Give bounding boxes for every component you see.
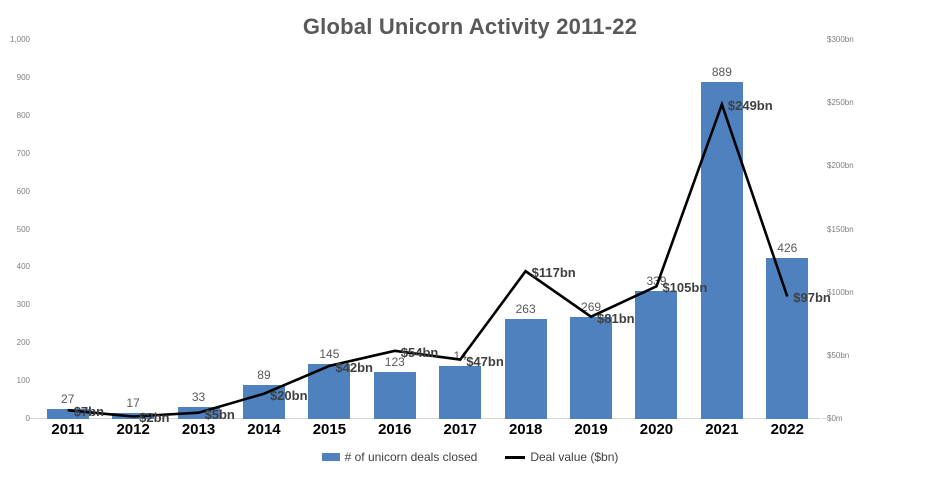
line-data-label: $5bn bbox=[204, 406, 235, 422]
left-axis-tick: 800 bbox=[16, 110, 30, 120]
bar-group: 123 bbox=[362, 40, 427, 419]
bar[interactable] bbox=[570, 317, 613, 419]
left-axis-tick: 400 bbox=[16, 262, 30, 272]
bar-data-label: 27 bbox=[61, 391, 75, 406]
bar-data-label: 17 bbox=[126, 395, 140, 410]
left-axis-tick: 1,000 bbox=[9, 35, 30, 44]
bar-group: 426 bbox=[755, 40, 820, 419]
category-axis: 2011 2012 2013 2014 2015 2016 2017 2018 2019 2020… bbox=[35, 421, 820, 445]
bar-group: 889 bbox=[689, 40, 754, 419]
bar-group: 89 bbox=[231, 40, 296, 419]
bar[interactable] bbox=[635, 290, 678, 419]
line-data-label: $81bn bbox=[597, 310, 635, 326]
bar-group: 269 bbox=[558, 40, 623, 419]
line-series bbox=[67, 100, 789, 418]
bar[interactable] bbox=[504, 319, 547, 419]
bar-group: 27 bbox=[35, 40, 100, 419]
plot-area: 0 100 200 300 400 500 600 700 800 900 1,000 $0m $50… bbox=[10, 36, 854, 425]
left-axis-tick: 900 bbox=[16, 72, 30, 82]
bar-data-label: 339 bbox=[646, 273, 667, 288]
line-data-label: $249bn bbox=[727, 98, 773, 114]
bar-data-label: 123 bbox=[384, 355, 405, 370]
category-label: 2013 bbox=[181, 421, 216, 438]
line-data-label: $97bn bbox=[793, 290, 831, 306]
left-axis-tick: 500 bbox=[16, 224, 30, 234]
right-axis-tick: $250bn bbox=[827, 98, 854, 108]
legend-label-line: Deal value ($bn) bbox=[530, 450, 619, 464]
left-axis-tick: 100 bbox=[16, 376, 30, 386]
left-axis-tick: 200 bbox=[16, 338, 30, 348]
bar-data-label: 33 bbox=[191, 389, 206, 404]
category-label: 2014 bbox=[247, 421, 281, 438]
bar-data-label: 269 bbox=[581, 300, 602, 315]
left-axis-tick: 600 bbox=[16, 186, 30, 196]
bar-swatch-icon bbox=[321, 453, 340, 461]
right-axis-stub bbox=[822, 418, 828, 419]
line-data-label: $42bn bbox=[335, 359, 373, 375]
category-label: 2015 bbox=[312, 421, 347, 438]
category-label: 2011 bbox=[51, 421, 84, 438]
bar-group: 14 bbox=[428, 40, 493, 419]
category-label: 2021 bbox=[705, 421, 739, 438]
left-axis-stub bbox=[29, 418, 35, 419]
axis-baseline bbox=[35, 418, 820, 419]
right-axis-tick: $300bn bbox=[827, 35, 854, 44]
bar[interactable] bbox=[766, 257, 809, 419]
right-axis-tick: $100bn bbox=[827, 287, 854, 297]
bar[interactable] bbox=[46, 408, 89, 419]
legend-item-bars[interactable]: # of unicorn deals closed bbox=[321, 450, 478, 464]
chart-title: Global Unicorn Activity 2011-22 bbox=[302, 14, 638, 39]
bar-group: 263 bbox=[493, 40, 558, 419]
line-data-label: $54bn bbox=[400, 344, 439, 360]
left-axis-tick: 700 bbox=[16, 148, 30, 158]
bar[interactable] bbox=[439, 365, 482, 419]
category-label: 2018 bbox=[508, 421, 543, 438]
line-data-label: $7bn bbox=[73, 404, 105, 420]
right-axis-tick: $150bn bbox=[827, 224, 854, 234]
chart-legend: # of unicorn deals closed Deal value ($b… bbox=[0, 450, 940, 464]
bar[interactable] bbox=[373, 372, 416, 419]
line-data-label: $2bn bbox=[139, 410, 170, 426]
line-data-label: $47bn bbox=[466, 353, 504, 369]
line-data-label: $105bn bbox=[662, 280, 708, 296]
bar-group: 339 bbox=[624, 40, 689, 419]
left-axis-tick: 0 bbox=[25, 414, 30, 423]
category-label: 2019 bbox=[574, 421, 608, 438]
legend-label-bars: # of unicorn deals closed bbox=[344, 450, 478, 464]
category-label: 2022 bbox=[770, 421, 804, 438]
category-label: 2016 bbox=[378, 421, 412, 438]
right-axis-tick: $0m bbox=[827, 414, 843, 423]
bar-data-label: 426 bbox=[777, 240, 798, 255]
line-swatch-icon bbox=[505, 455, 526, 459]
line-data-label: $117bn bbox=[531, 265, 576, 281]
line-data-label: $20bn bbox=[269, 387, 308, 403]
bar-data-label: 145 bbox=[319, 347, 340, 362]
bar-data-label: 889 bbox=[711, 65, 732, 80]
right-axis-tick: $200bn bbox=[827, 161, 854, 171]
bar[interactable] bbox=[700, 82, 743, 419]
bar[interactable] bbox=[242, 385, 285, 419]
bar-data-label: 263 bbox=[515, 302, 536, 317]
category-label: 2017 bbox=[443, 421, 477, 438]
bar-data-label: 89 bbox=[257, 368, 271, 383]
category-label: 2020 bbox=[639, 421, 674, 438]
right-axis-tick: $50bn bbox=[827, 350, 850, 360]
left-axis-tick: 300 bbox=[16, 300, 30, 310]
bar-group: 145 bbox=[297, 40, 362, 419]
legend-item-line[interactable]: Deal value ($bn) bbox=[505, 450, 618, 464]
category-label: 2012 bbox=[116, 421, 150, 438]
